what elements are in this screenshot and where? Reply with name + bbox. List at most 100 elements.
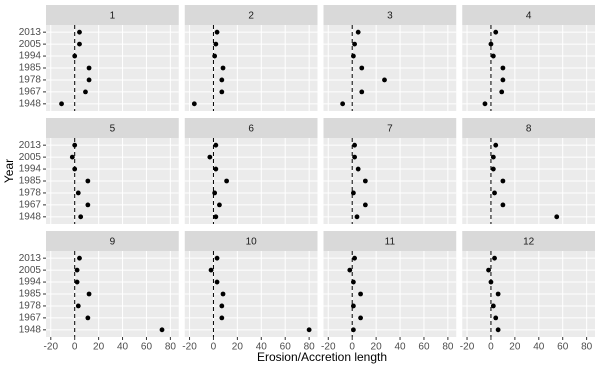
y-tick-label: 1994	[19, 277, 42, 288]
x-tick-label: 60	[141, 342, 153, 353]
y-tick-label: 1978	[19, 301, 42, 312]
point	[86, 65, 92, 71]
y-tick-label: 1967	[19, 200, 42, 211]
point	[362, 178, 368, 184]
point	[220, 65, 226, 71]
point	[83, 89, 88, 95]
point	[493, 29, 499, 35]
point	[78, 214, 84, 220]
point	[213, 214, 219, 220]
point	[306, 327, 312, 333]
point	[214, 255, 220, 261]
point	[191, 101, 197, 107]
strip-background	[462, 118, 595, 138]
x-tick-label: -20	[44, 342, 59, 353]
x-tick-label: 60	[557, 342, 569, 353]
y-tick-label: 2005	[19, 265, 42, 276]
x-tick-label: 60	[280, 342, 292, 353]
point	[500, 178, 506, 184]
x-tick-label: 80	[304, 342, 316, 353]
point	[354, 214, 360, 220]
x-tick-label: 80	[581, 342, 593, 353]
point	[490, 53, 496, 59]
point	[490, 166, 496, 172]
point	[69, 154, 75, 160]
point	[350, 303, 356, 309]
point	[350, 53, 356, 59]
point	[207, 154, 213, 160]
point	[359, 89, 365, 95]
x-tick-label: 0	[349, 342, 355, 353]
y-tick-label: 1967	[19, 313, 42, 324]
y-tick-label: 2013	[19, 27, 42, 38]
point	[214, 279, 220, 285]
strip-background	[184, 231, 318, 251]
x-tick-label: 40	[533, 342, 545, 353]
y-tick-label: 2005	[19, 152, 42, 163]
point	[74, 279, 80, 285]
x-tick-label: 80	[442, 342, 454, 353]
strip-background	[323, 5, 457, 25]
point	[86, 291, 92, 297]
point	[350, 190, 356, 196]
point	[219, 303, 225, 309]
strip-label: 12	[523, 237, 535, 248]
point	[72, 53, 78, 59]
point	[213, 166, 219, 172]
x-tick-label: 0	[488, 342, 494, 353]
x-tick-label: 20	[232, 342, 244, 353]
point	[355, 29, 361, 35]
point	[159, 327, 165, 333]
x-tick-label: 20	[93, 342, 105, 353]
point	[499, 89, 505, 95]
y-tick-label: 1994	[19, 164, 42, 175]
point	[77, 41, 82, 47]
x-tick-label: 80	[165, 342, 177, 353]
point	[352, 142, 357, 148]
y-tick-label: 1985	[19, 289, 42, 300]
strip-background	[46, 231, 179, 251]
point	[488, 279, 494, 285]
point	[358, 291, 363, 297]
y-tick-label: 1985	[19, 176, 42, 187]
point	[358, 315, 363, 321]
x-tick-label: -20	[460, 342, 475, 353]
x-tick-label: -20	[182, 342, 197, 353]
point	[500, 65, 506, 71]
point	[86, 77, 92, 83]
point	[72, 166, 78, 172]
y-tick-label: 1994	[19, 51, 42, 62]
x-tick-label: 40	[117, 342, 129, 353]
point	[72, 142, 78, 148]
point	[495, 291, 501, 297]
point	[212, 53, 218, 59]
strip-label: 7	[387, 124, 393, 135]
point	[85, 202, 91, 208]
point	[217, 202, 222, 208]
strip-label: 5	[110, 124, 116, 135]
point	[340, 101, 346, 107]
y-tick-label: 2005	[19, 39, 42, 50]
y-tick-label: 1978	[19, 75, 42, 86]
strip-background	[46, 5, 179, 25]
x-tick-label: 0	[72, 342, 78, 353]
point	[350, 327, 356, 333]
point	[554, 214, 560, 220]
y-tick-label: 1948	[19, 211, 42, 222]
point	[213, 41, 219, 47]
point	[219, 89, 225, 95]
point	[212, 190, 218, 196]
x-axis-title: Erosion/Accretion length	[257, 350, 387, 364]
point	[77, 255, 82, 261]
strip-label: 3	[387, 11, 393, 22]
y-tick-label: 1985	[19, 63, 42, 74]
point	[359, 65, 365, 71]
point	[352, 154, 357, 160]
y-tick-label: 1978	[19, 188, 42, 199]
point	[208, 267, 214, 273]
point	[214, 29, 220, 35]
x-tick-label: 60	[418, 342, 430, 353]
point	[75, 190, 81, 196]
